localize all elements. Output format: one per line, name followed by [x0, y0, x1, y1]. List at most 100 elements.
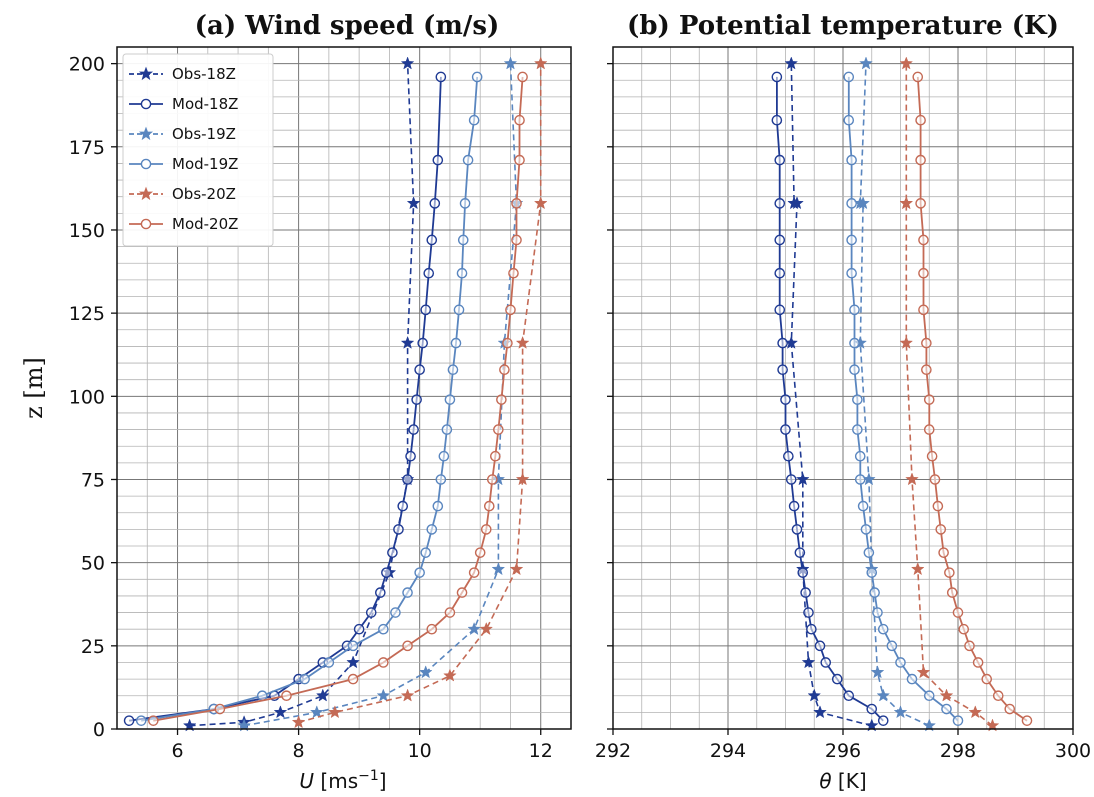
- data-point-mod-20z: [480, 524, 492, 535]
- data-point-mod-20z: [944, 567, 955, 578]
- data-point-mod-19z: [390, 607, 401, 618]
- legend-marker-mod-20z: [140, 218, 152, 230]
- data-point-obs-20z: [533, 56, 548, 70]
- data-point-mod-19z: [420, 547, 432, 558]
- data-point-obs-19z: [893, 705, 908, 719]
- data-point-mod-18z: [426, 234, 438, 246]
- data-point-mod-18z: [791, 524, 803, 535]
- data-point-mod-19z: [435, 474, 447, 485]
- series-line-obs-20z: [298, 63, 542, 724]
- legend-marker-obs-20z: [138, 186, 154, 201]
- x-tick-label: 300: [1055, 740, 1091, 762]
- data-point-mod-18z: [397, 500, 409, 512]
- data-point-obs-20z: [400, 688, 415, 702]
- legend-label-mod-18z: Mod-18Z: [172, 95, 238, 113]
- data-point-mod-20z: [918, 234, 929, 246]
- data-point-mod-20z: [923, 394, 935, 405]
- data-point-obs-20z: [509, 562, 524, 576]
- panel-b-series: [771, 56, 1033, 732]
- data-point-mod-20z: [499, 364, 510, 376]
- data-point-mod-19z: [471, 71, 483, 83]
- panel-a-xlabel: U [ms−1]: [299, 768, 386, 793]
- data-point-mod-18z: [771, 114, 783, 126]
- data-point-mod-20z: [929, 474, 941, 485]
- data-point-obs-20z: [479, 622, 494, 636]
- data-point-mod-20z: [214, 703, 226, 715]
- data-point-obs-19z: [870, 665, 885, 679]
- panel-b-grid: [612, 46, 1074, 730]
- data-point-mod-20z: [923, 424, 935, 435]
- data-point-obs-18z: [787, 196, 801, 210]
- x-tick-label: 8: [293, 740, 305, 762]
- data-point-mod-19z: [854, 474, 866, 485]
- panel-b-title: (b) Potential temperature (K): [627, 11, 1059, 41]
- data-point-mod-20z: [964, 640, 975, 652]
- data-point-mod-20z: [958, 623, 970, 635]
- data-point-mod-20z: [505, 304, 516, 316]
- legend-label-mod-19z: Mod-19Z: [172, 155, 238, 173]
- data-point-obs-20z: [899, 335, 914, 349]
- data-point-mod-20z: [918, 267, 929, 279]
- data-point-mod-18z: [393, 524, 404, 535]
- data-point-obs-18z: [400, 56, 415, 70]
- data-point-mod-18z: [414, 364, 425, 376]
- data-point-obs-20z: [905, 472, 919, 486]
- data-point-obs-18z: [813, 705, 827, 719]
- data-point-mod-19z: [923, 690, 935, 702]
- data-point-mod-18z: [353, 623, 365, 635]
- data-point-mod-18z: [420, 304, 432, 316]
- data-point-mod-18z: [123, 715, 135, 726]
- data-point-mod-19z: [347, 640, 359, 652]
- panel-b-ticks: 292 294 296 298 300: [595, 62, 1091, 762]
- data-point-mod-20z: [511, 234, 522, 246]
- data-point-mod-18z: [771, 71, 783, 83]
- data-point-mod-19z: [860, 524, 872, 535]
- data-point-mod-19z: [426, 524, 438, 535]
- legend-marker-mod-19z: [140, 158, 152, 170]
- series-line-mod-19z: [847, 76, 959, 722]
- data-point-mod-19z: [866, 567, 878, 578]
- data-point-mod-18z: [780, 424, 791, 435]
- data-point-mod-20z: [148, 715, 159, 726]
- data-point-mod-19z: [852, 424, 863, 435]
- data-point-obs-18z: [801, 655, 816, 669]
- data-point-obs-19z: [376, 688, 391, 702]
- data-point-mod-19z: [846, 267, 857, 279]
- data-point-mod-20z: [493, 424, 504, 435]
- data-point-mod-18z: [417, 337, 428, 349]
- y-tick-label: 100: [69, 386, 105, 408]
- data-point-mod-18z: [423, 267, 435, 279]
- data-point-mod-20z: [946, 587, 958, 598]
- data-point-mod-18z: [794, 547, 806, 558]
- x-tick-label: 10: [408, 740, 432, 762]
- data-point-obs-20z: [515, 335, 530, 349]
- data-point-mod-18z: [788, 500, 800, 512]
- data-point-mod-18z: [774, 304, 786, 316]
- data-point-mod-19z: [450, 337, 462, 349]
- data-point-obs-18z: [346, 655, 360, 669]
- panel-a-frame: [116, 46, 572, 730]
- data-point-mod-19z: [863, 547, 875, 558]
- data-point-obs-20z: [328, 705, 342, 719]
- data-point-mod-19z: [432, 500, 444, 512]
- x-tick-label: 292: [595, 740, 631, 762]
- data-point-mod-18z: [797, 567, 809, 578]
- data-point-mod-20z: [426, 623, 438, 635]
- data-point-obs-20z: [443, 668, 457, 682]
- data-point-mod-19z: [323, 657, 335, 668]
- data-point-mod-19z: [459, 198, 471, 209]
- data-point-mod-20z: [981, 673, 993, 685]
- data-point-mod-20z: [347, 673, 359, 685]
- legend-box: [122, 53, 274, 247]
- data-point-mod-18z: [783, 450, 794, 462]
- data-point-obs-20z: [968, 705, 983, 719]
- x-tick-label: 298: [940, 740, 976, 762]
- data-point-mod-20z: [511, 198, 522, 209]
- y-tick-label: 25: [81, 636, 105, 658]
- data-point-mod-18z: [774, 267, 786, 279]
- data-point-mod-20z: [915, 198, 926, 209]
- data-point-mod-18z: [774, 154, 786, 166]
- data-point-obs-19z: [418, 665, 433, 679]
- series-line-obs-18z: [790, 63, 872, 727]
- legend-label-obs-20z: Obs-20Z: [172, 185, 236, 203]
